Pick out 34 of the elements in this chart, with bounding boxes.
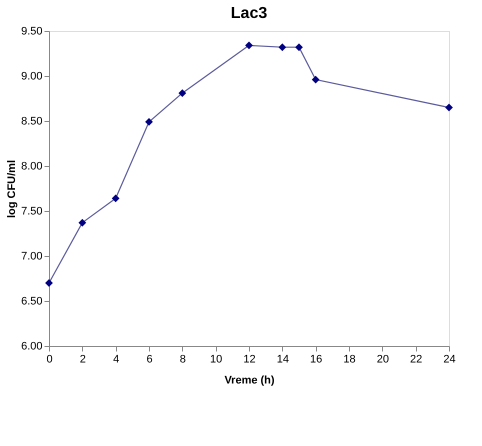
x-tick-label: 22 — [410, 354, 422, 366]
x-tick-label: 8 — [180, 354, 186, 366]
y-tick-label: 8.00 — [21, 160, 42, 172]
y-tick-label: 6.50 — [21, 296, 42, 308]
x-tick-label: 16 — [310, 354, 322, 366]
y-tick-label: 9.00 — [21, 70, 42, 82]
point — [45, 279, 53, 287]
x-tick-label: 10 — [210, 354, 222, 366]
x-tick-label: 24 — [443, 354, 456, 366]
point — [112, 194, 120, 202]
point — [295, 43, 303, 52]
x-tick-label: 14 — [276, 354, 289, 366]
y-tick-label: 9.50 — [21, 26, 42, 38]
x-tick-label: 20 — [376, 354, 389, 366]
point — [145, 118, 153, 126]
x-tick-label: 0 — [46, 354, 53, 366]
point — [245, 42, 253, 50]
y-tick-label: 7.50 — [21, 206, 42, 218]
point — [445, 104, 453, 112]
y-tick-label: 8.50 — [21, 116, 42, 128]
point — [178, 89, 186, 97]
y-tick-label: 6.00 — [21, 340, 42, 352]
chart-title: Lac3 — [230, 5, 268, 22]
point — [278, 43, 286, 52]
x-tick-label: 6 — [146, 354, 153, 366]
point — [312, 76, 320, 84]
y-axis-title: log CFU/ml — [6, 160, 18, 218]
x-tick-label: 18 — [343, 354, 356, 366]
x-tick-label: 2 — [80, 354, 86, 366]
y-tick-label: 7.00 — [21, 250, 42, 262]
point — [78, 218, 86, 227]
x-tick-label: 12 — [243, 354, 256, 366]
x-axis-title: Vreme (h) — [224, 374, 275, 386]
x-tick-label: 4 — [113, 354, 120, 366]
